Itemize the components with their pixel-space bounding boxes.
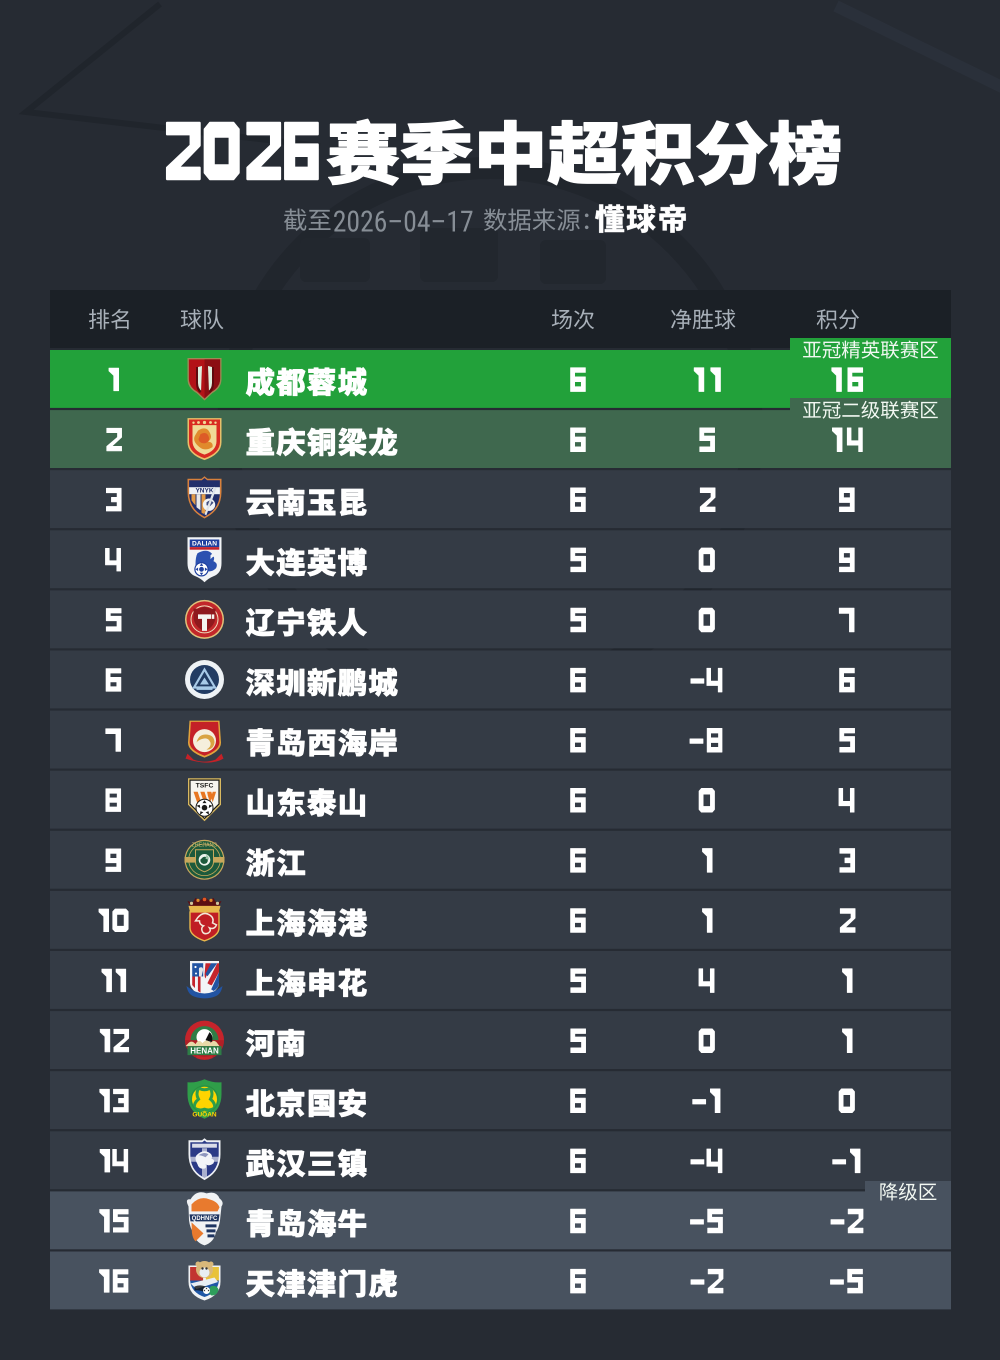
svg-text:TSFC: TSFC [196, 783, 214, 790]
svg-text:YNYK: YNYK [195, 488, 213, 495]
svg-text:GUOAN: GUOAN [192, 1112, 217, 1119]
svg-text:HENAN: HENAN [190, 1047, 219, 1056]
svg-text:DALIAN: DALIAN [192, 541, 217, 548]
svg-text:QDHNFC: QDHNFC [192, 1216, 218, 1222]
svg-text:ZHEJIANG: ZHEJIANG [192, 842, 218, 848]
